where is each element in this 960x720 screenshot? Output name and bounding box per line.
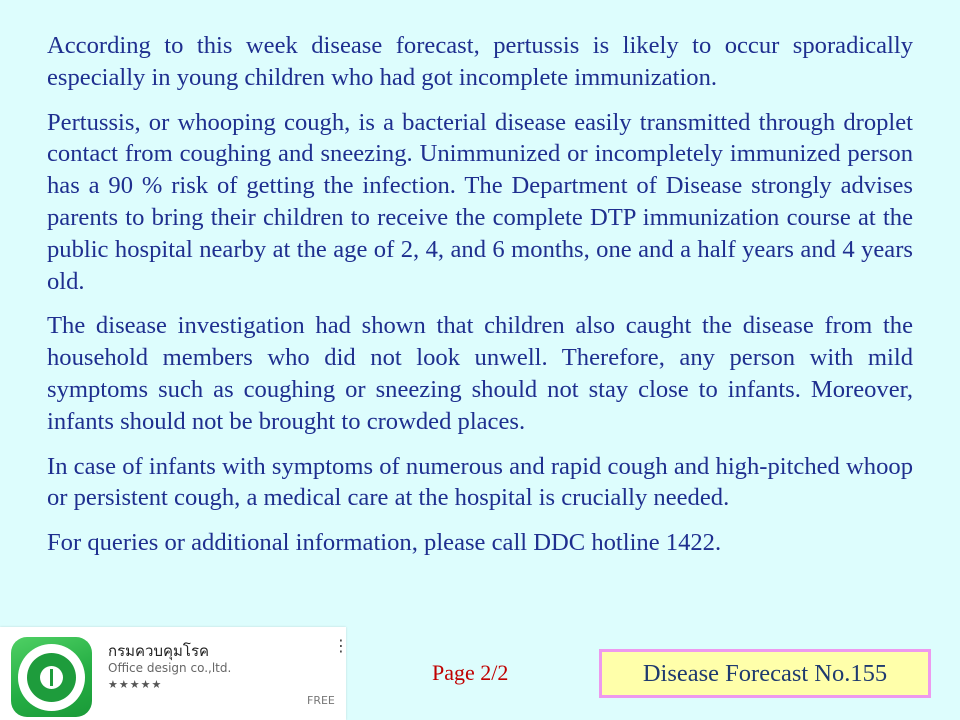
staff-mark	[50, 669, 53, 686]
paragraph-hotline: For queries or additional information, p…	[47, 529, 722, 557]
paragraph-forecast: According to this week disease forecast,…	[47, 32, 913, 91]
app-name[interactable]: กรมควบคุมโรค	[108, 642, 210, 660]
ddc-seal-icon[interactable]	[11, 637, 92, 717]
seal-inner	[27, 653, 76, 702]
paragraph-symptoms: In case of infants with symptoms of nume…	[47, 452, 913, 512]
page-number: Page 2/2	[432, 660, 509, 685]
document-body: According to this week disease forecast,…	[47, 30, 913, 572]
paragraph-pertussis: Pertussis, or whooping cough, is a bacte…	[47, 108, 913, 295]
forecast-number-label: Disease Forecast No.155	[642, 659, 888, 687]
app-developer: Office design co.,ltd.	[108, 661, 232, 675]
seal-core	[40, 666, 63, 689]
app-store-card[interactable]: กรมควบคุมโรค Office design co.,ltd. ★★★★…	[0, 627, 349, 720]
seal-ring	[18, 644, 85, 711]
rating-stars: ★★★★★	[108, 678, 163, 691]
more-vertical-icon[interactable]: ⋮	[333, 636, 349, 655]
paragraph-investigation: The disease investigation had shown that…	[47, 312, 913, 435]
forecast-number-box: Disease Forecast No.155	[599, 649, 931, 698]
price-label: FREE	[307, 694, 335, 707]
